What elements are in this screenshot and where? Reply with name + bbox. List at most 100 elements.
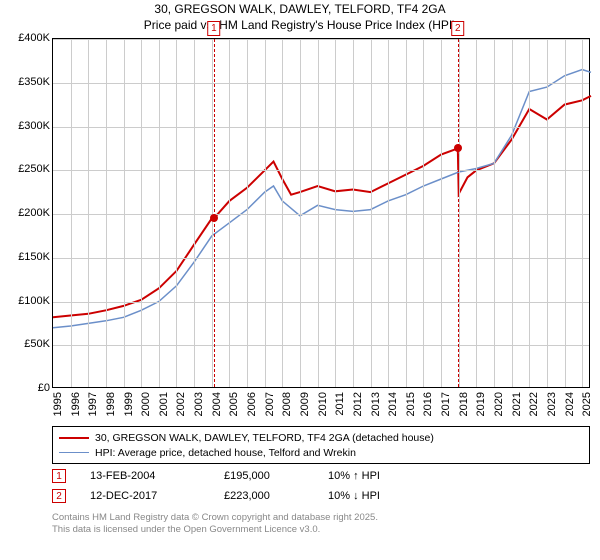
- title-line-1: 30, GREGSON WALK, DAWLEY, TELFORD, TF4 2…: [0, 2, 600, 18]
- sale-marker-label: 1: [207, 21, 221, 36]
- gridline-v: [565, 39, 566, 387]
- gridline-v: [141, 39, 142, 387]
- sale-events: 1 13-FEB-2004 £195,000 10% ↑ HPI 2 12-DE…: [52, 466, 590, 506]
- gridline-v: [494, 39, 495, 387]
- gridline-h: [53, 345, 589, 346]
- event-row: 1 13-FEB-2004 £195,000 10% ↑ HPI: [52, 466, 590, 486]
- plot-area: 12: [52, 38, 590, 388]
- xtick-label: 2024: [564, 392, 576, 432]
- xtick-label: 2005: [228, 392, 240, 432]
- event-price: £195,000: [224, 470, 304, 482]
- xtick-label: 2022: [528, 392, 540, 432]
- sale-marker-label: 2: [451, 21, 465, 36]
- xtick-label: 1995: [52, 392, 64, 432]
- gridline-v: [582, 39, 583, 387]
- sale-marker-dot: [454, 144, 462, 152]
- ytick-label: £50K: [24, 338, 50, 350]
- gridline-v: [529, 39, 530, 387]
- gridline-h: [53, 214, 589, 215]
- xtick-label: 2014: [387, 392, 399, 432]
- series-hpi: [53, 70, 591, 328]
- xtick-label: 1997: [87, 392, 99, 432]
- xtick-label: 2001: [158, 392, 170, 432]
- gridline-v: [459, 39, 460, 387]
- xtick-label: 2008: [281, 392, 293, 432]
- xtick-label: 2006: [246, 392, 258, 432]
- legend-swatch-hpi: [59, 452, 89, 454]
- gridline-v: [282, 39, 283, 387]
- gridline-v: [335, 39, 336, 387]
- gridline-v: [194, 39, 195, 387]
- event-pct: 10% ↑ HPI: [328, 470, 438, 482]
- gridline-v: [300, 39, 301, 387]
- ytick-label: £100K: [18, 295, 50, 307]
- xtick-label: 2016: [422, 392, 434, 432]
- legend-swatch-price-paid: [59, 437, 89, 439]
- legend-label-hpi: HPI: Average price, detached house, Telf…: [95, 447, 356, 459]
- footnote-line-1: Contains HM Land Registry data © Crown c…: [52, 512, 590, 524]
- event-pct: 10% ↓ HPI: [328, 490, 438, 502]
- gridline-v: [247, 39, 248, 387]
- footnote: Contains HM Land Registry data © Crown c…: [52, 512, 590, 536]
- xtick-label: 2023: [546, 392, 558, 432]
- xtick-label: 2007: [264, 392, 276, 432]
- sale-marker-line: [214, 39, 215, 387]
- gridline-v: [265, 39, 266, 387]
- gridline-v: [124, 39, 125, 387]
- ytick-label: £250K: [18, 163, 50, 175]
- xtick-label: 2015: [405, 392, 417, 432]
- legend-label-price-paid: 30, GREGSON WALK, DAWLEY, TELFORD, TF4 2…: [95, 432, 434, 444]
- gridline-v: [512, 39, 513, 387]
- xtick-label: 2019: [475, 392, 487, 432]
- event-date: 12-DEC-2017: [90, 490, 200, 502]
- xtick-label: 2000: [140, 392, 152, 432]
- event-date: 13-FEB-2004: [90, 470, 200, 482]
- xtick-label: 1998: [105, 392, 117, 432]
- event-price: £223,000: [224, 490, 304, 502]
- title-line-2: Price paid vs. HM Land Registry's House …: [0, 18, 600, 34]
- footnote-line-2: This data is licensed under the Open Gov…: [52, 524, 590, 536]
- event-badge: 1: [52, 469, 66, 483]
- xtick-label: 2002: [175, 392, 187, 432]
- gridline-v: [71, 39, 72, 387]
- chart-lines-svg: [53, 39, 589, 387]
- event-row: 2 12-DEC-2017 £223,000 10% ↓ HPI: [52, 486, 590, 506]
- legend-row-price-paid: 30, GREGSON WALK, DAWLEY, TELFORD, TF4 2…: [59, 430, 583, 445]
- gridline-v: [406, 39, 407, 387]
- gridline-h: [53, 302, 589, 303]
- chart-title: 30, GREGSON WALK, DAWLEY, TELFORD, TF4 2…: [0, 0, 600, 33]
- xtick-label: 2018: [458, 392, 470, 432]
- ytick-label: £0: [38, 382, 50, 394]
- gridline-h: [53, 39, 589, 40]
- xtick-label: 2010: [317, 392, 329, 432]
- xtick-label: 2012: [352, 392, 364, 432]
- gridline-v: [212, 39, 213, 387]
- gridline-v: [159, 39, 160, 387]
- event-badge: 2: [52, 489, 66, 503]
- gridline-v: [353, 39, 354, 387]
- gridline-v: [388, 39, 389, 387]
- ytick-label: £400K: [18, 32, 50, 44]
- legend-row-hpi: HPI: Average price, detached house, Telf…: [59, 445, 583, 460]
- ytick-label: £300K: [18, 120, 50, 132]
- gridline-h: [53, 127, 589, 128]
- xtick-label: 2025: [581, 392, 593, 432]
- gridline-v: [441, 39, 442, 387]
- xtick-label: 2009: [299, 392, 311, 432]
- gridline-v: [371, 39, 372, 387]
- gridline-v: [423, 39, 424, 387]
- ytick-label: £200K: [18, 207, 50, 219]
- xtick-label: 2017: [440, 392, 452, 432]
- xtick-label: 1999: [123, 392, 135, 432]
- gridline-v: [106, 39, 107, 387]
- gridline-h: [53, 170, 589, 171]
- ytick-label: £150K: [18, 251, 50, 263]
- gridline-v: [547, 39, 548, 387]
- gridline-v: [176, 39, 177, 387]
- xtick-label: 2003: [193, 392, 205, 432]
- gridline-h: [53, 258, 589, 259]
- gridline-v: [88, 39, 89, 387]
- chart-container: 30, GREGSON WALK, DAWLEY, TELFORD, TF4 2…: [0, 0, 600, 560]
- xtick-label: 1996: [70, 392, 82, 432]
- gridline-v: [229, 39, 230, 387]
